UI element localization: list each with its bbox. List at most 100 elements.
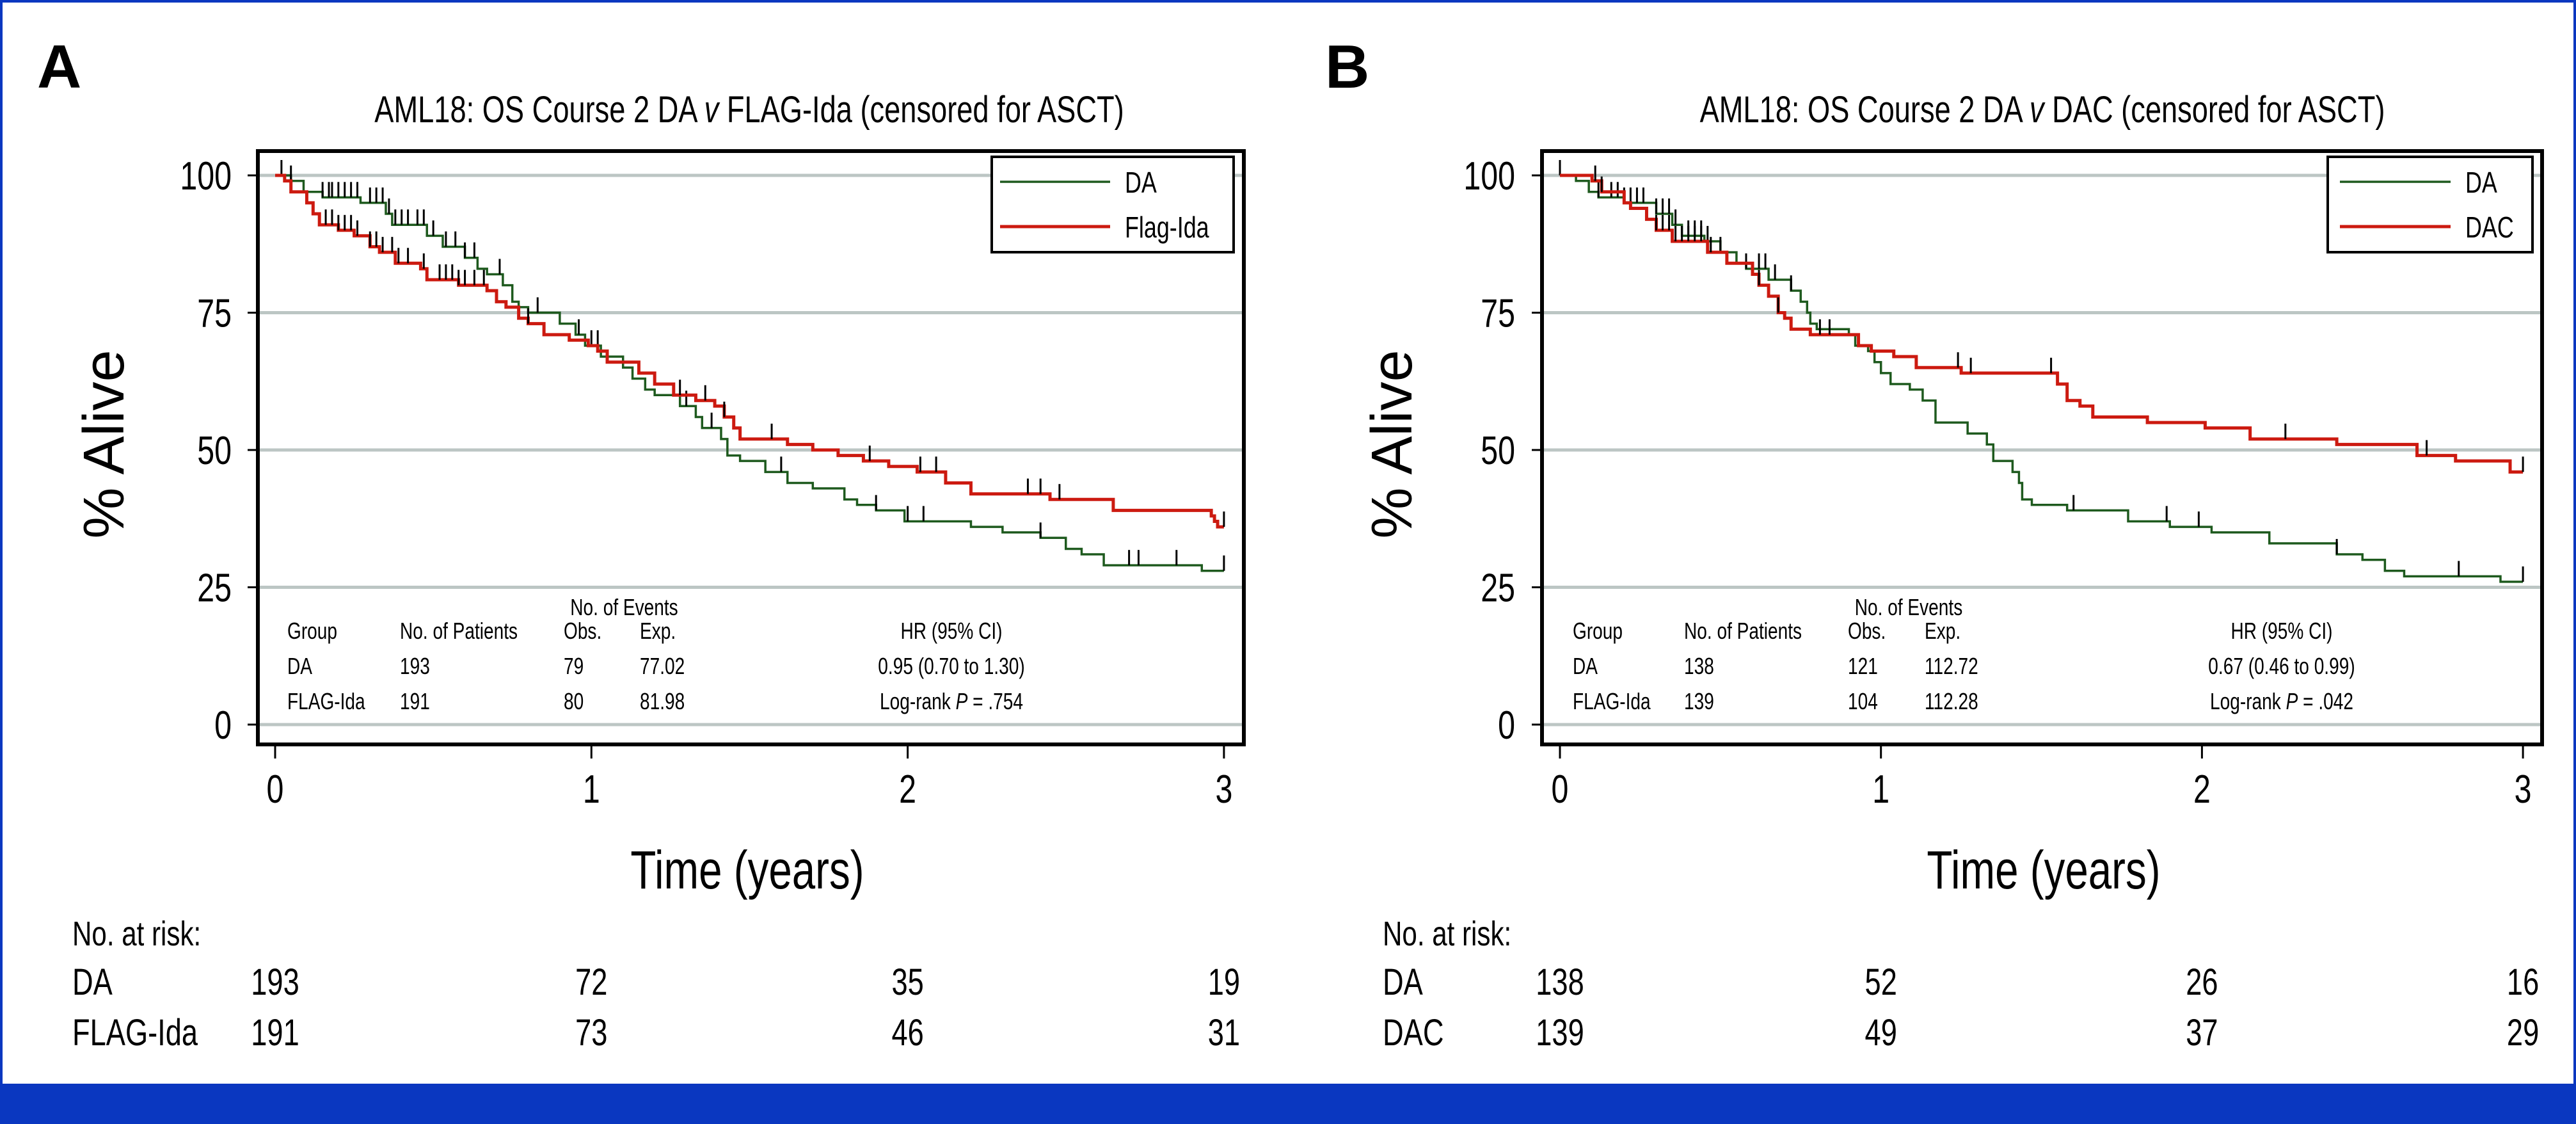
table-header-hr: HR (95% CI) (900, 618, 1002, 644)
panel-b: B AML18: OS Course 2 DA v DAC (censored f… (1325, 33, 2544, 1054)
log-rank-label: Log-rank (2210, 689, 2286, 714)
x-tick-label: 3 (2515, 767, 2532, 811)
table-cell-patients: 191 (400, 689, 430, 714)
p-value: = .042 (2298, 689, 2353, 714)
x-tick-label: 1 (1872, 767, 1889, 811)
table-cell-exp: 112.72 (1925, 654, 1978, 679)
table-header-patients: No. of Patients (1684, 618, 1802, 644)
p-value: = .754 (967, 689, 1023, 714)
at-risk-count: 16 (2507, 962, 2539, 1004)
series-line-da (1560, 174, 2524, 583)
y-tick-label: 75 (197, 291, 232, 335)
y-axis-label: % Alive (72, 349, 136, 538)
at-risk-count: 191 (251, 1013, 299, 1054)
legend-label: DAC (2465, 211, 2514, 244)
y-tick-label: 25 (1481, 566, 1515, 610)
at-risk-count: 26 (2186, 962, 2218, 1004)
table-cell-obs: 104 (1848, 689, 1878, 714)
log-rank-p: Log-rank P = .042 (2210, 689, 2353, 714)
x-tick-label: 1 (583, 767, 600, 811)
table-header-group: Group (1573, 618, 1623, 644)
table-header-obs: Obs. (1848, 618, 1886, 644)
table-cell-patients: 139 (1684, 689, 1714, 714)
y-tick-label: 0 (1498, 703, 1515, 747)
x-tick-label: 0 (267, 767, 284, 811)
table-cell-patients: 193 (400, 654, 430, 679)
legend-label: Flag-Ida (1125, 211, 1209, 244)
at-risk-count: 37 (2186, 1013, 2218, 1054)
table-cell-group: DA (1573, 654, 1598, 679)
series-line-flag-ida (275, 173, 1224, 529)
y-tick-label: 100 (180, 154, 232, 198)
table-cell-exp: 77.02 (640, 654, 685, 679)
chart-title-text: AML18: OS Course 2 DA (374, 90, 704, 131)
at-risk-group: DAC (1383, 1013, 1443, 1054)
footer-bar (0, 1084, 2576, 1124)
at-risk-group: DA (1383, 962, 1423, 1004)
at-risk-table: No. at risk: DA 193 72 35 19 FLAG-Ida 191 73 46 31 (72, 915, 1240, 1054)
table-header-hr: HR (95% CI) (2230, 618, 2332, 644)
table-cell-obs: 121 (1848, 654, 1878, 679)
legend: DA Flag-Ida (990, 156, 1235, 253)
at-risk-count: 139 (1536, 1013, 1584, 1054)
chart-title: AML18: OS Course 2 DA v DAC (censored fo… (1700, 90, 2385, 131)
chart-title-italic: v (704, 90, 720, 131)
table-cell-exp: 112.28 (1925, 689, 1978, 714)
table-cell-obs: 79 (564, 654, 584, 679)
panel-a: A AML18: OS Course 2 DA v FLAG-Ida (censo… (37, 33, 1246, 1054)
x-tick-label: 2 (2193, 767, 2211, 811)
hazard-ratio: 0.67 (0.46 to 0.99) (2208, 654, 2355, 679)
x-tick-label: 3 (1215, 767, 1232, 811)
at-risk-count: 138 (1536, 962, 1584, 1004)
log-rank-p: Log-rank P = .754 (880, 689, 1023, 714)
x-tick-label: 2 (899, 767, 916, 811)
at-risk-group: FLAG-Ida (72, 1013, 198, 1054)
at-risk-group: DA (72, 962, 113, 1004)
at-risk-count: 193 (251, 962, 299, 1004)
log-rank-label: Log-rank (880, 689, 956, 714)
at-risk-count: 29 (2507, 1013, 2539, 1054)
y-tick-label: 50 (1481, 428, 1515, 472)
x-axis-label: Time (years) (1927, 840, 2160, 900)
at-risk-count: 46 (891, 1013, 923, 1054)
at-risk-label: No. at risk: (1383, 915, 1511, 953)
at-risk-count: 49 (1865, 1013, 1897, 1054)
p-symbol: P (956, 689, 968, 714)
table-cell-patients: 138 (1684, 654, 1714, 679)
at-risk-count: 19 (1208, 962, 1240, 1004)
at-risk-count: 73 (575, 1013, 607, 1054)
plot-frame (256, 149, 1246, 746)
legend-label: DA (2465, 166, 2497, 199)
y-tick-label: 75 (1481, 291, 1515, 335)
hazard-ratio: 0.95 (0.70 to 1.30) (878, 654, 1024, 679)
at-risk-count: 35 (891, 962, 923, 1004)
table-header-group: Group (287, 618, 337, 644)
table-cell-obs: 80 (564, 689, 584, 714)
legend: DA DAC (2326, 156, 2534, 253)
at-risk-table: No. at risk: DA 138 52 26 16 DAC 139 49 37 29 (1383, 915, 2539, 1054)
at-risk-label: No. at risk: (72, 915, 201, 953)
legend-label: DA (1125, 166, 1157, 199)
x-tick-label: 0 (1552, 767, 1569, 811)
events-header: No. of Events (1855, 595, 1962, 620)
legend-box (990, 156, 1235, 253)
x-axis-label: Time (years) (630, 840, 864, 900)
series-line-da (275, 174, 1224, 572)
table-cell-group: FLAG-Ida (1573, 689, 1651, 714)
events-table: No. of Events Group No. of Patients Obs. Exp… (1573, 595, 2355, 714)
at-risk-count: 72 (575, 962, 607, 1004)
table-cell-group: DA (287, 654, 312, 679)
panel-label: A (37, 33, 81, 101)
chart-title-text: AML18: OS Course 2 DA (1700, 90, 2030, 131)
chart-title-text: FLAG-Ida (censored for ASCT) (719, 90, 1124, 131)
events-table: No. of Events Group No. of Patients Obs. Exp… (287, 595, 1025, 714)
events-header: No. of Events (570, 595, 678, 620)
chart-title: AML18: OS Course 2 DA v FLAG-Ida (censor… (374, 90, 1124, 131)
table-header-patients: No. of Patients (400, 618, 518, 644)
p-symbol: P (2286, 689, 2298, 714)
y-tick-label: 0 (214, 703, 232, 747)
y-tick-label: 25 (197, 566, 232, 610)
table-cell-group: FLAG-Ida (287, 689, 365, 714)
